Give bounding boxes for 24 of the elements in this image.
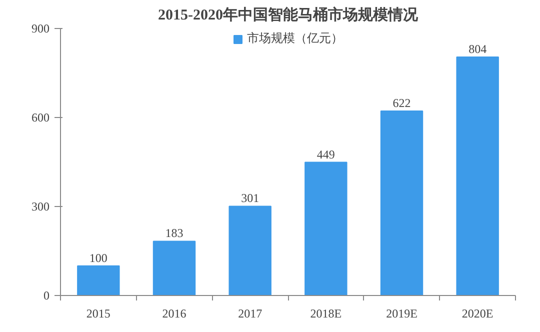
x-tick-label: 2016	[162, 306, 186, 320]
data-label: 804	[468, 42, 487, 56]
data-label: 100	[89, 250, 108, 265]
legend-label: 市场规模（亿元）	[247, 30, 343, 47]
bar	[304, 162, 348, 296]
bar	[380, 110, 424, 296]
y-tick-label: 600	[32, 110, 50, 124]
chart-title: 2015-2020年中国智能马桶市场规模情况	[158, 6, 419, 24]
x-tick-label: 2019E	[386, 306, 418, 320]
x-tick-label: 2020E	[462, 306, 494, 320]
x-tick-label: 2015	[86, 306, 110, 320]
bar	[77, 265, 120, 296]
bar	[456, 56, 499, 296]
x-tick-label: 2018E	[310, 306, 342, 320]
x-tick-label: 2017	[238, 306, 262, 320]
data-label: 449	[316, 147, 335, 162]
data-label: 301	[241, 191, 260, 206]
y-tick-label: 900	[32, 22, 50, 36]
data-label: 183	[165, 226, 184, 240]
bar	[152, 240, 196, 296]
bar	[228, 206, 272, 296]
data-label: 622	[392, 96, 411, 110]
y-tick-label: 300	[32, 200, 50, 214]
y-tick-label: 0	[44, 288, 50, 302]
